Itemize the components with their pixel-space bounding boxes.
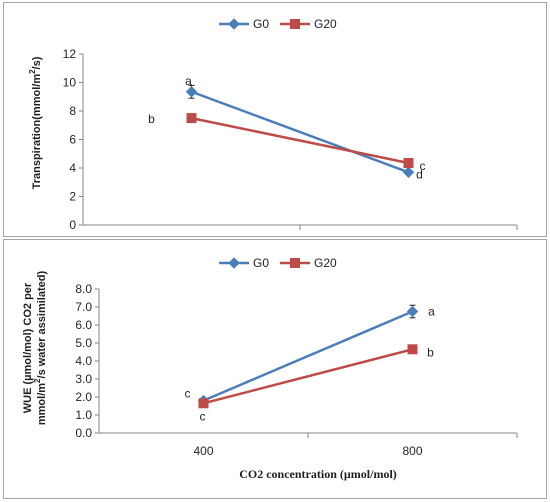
wue-x-axis-label: CO2 concentration (µmol/mol) (239, 467, 397, 481)
wue-y-tick-label: 5.0 (75, 336, 92, 350)
wue-chart: WUE (µmol/mol) CO2 per mmol/m2/s water a… (22, 256, 518, 481)
transpiration-significance-label-g20: b (148, 112, 155, 126)
wue-x-tick-label: 800 (402, 444, 422, 458)
wue-point-g0 (406, 305, 419, 318)
wue-y-tick-label: 1.0 (75, 408, 92, 422)
transpiration-legend-marker-g0 (228, 18, 240, 30)
wue-legend-label-g0: G0 (253, 256, 269, 270)
wue-series-line-g20 (203, 348, 413, 405)
transpiration-legend-label-g20: G20 (314, 17, 337, 31)
transpiration-y-tick-label: 10 (63, 76, 77, 90)
transpiration-point-g20 (186, 113, 197, 124)
wue-point-g20 (198, 398, 209, 409)
transpiration-series-line-g20 (191, 116, 409, 165)
transpiration-y-axis-label: Transpiration(mmol/m2/s) (28, 56, 43, 189)
transpiration-series-line-g0 (191, 90, 409, 174)
wue-significance-label-g20: c (200, 409, 206, 423)
transpiration-y-tick-label: 4 (69, 161, 76, 175)
wue-legend-marker-g0 (228, 257, 240, 269)
wue-significance-label-g0: c (185, 387, 191, 401)
wue-significance-label-g20: b (427, 345, 434, 359)
wue-chart-panel: WUE (µmol/mol) CO2 per mmol/m2/s water a… (3, 239, 547, 499)
wue-y-tick-label: 7.0 (75, 300, 92, 314)
transpiration-y-tick-label: 8 (69, 104, 76, 118)
wue-y-tick-label: 2.0 (75, 390, 92, 404)
transpiration-y-tick-label: 12 (63, 47, 77, 61)
transpiration-point-g0 (185, 86, 198, 98)
transpiration-y-tick-label: 6 (69, 133, 76, 147)
transpiration-significance-label-g0: d (416, 167, 423, 181)
transpiration-point-g0 (402, 166, 415, 178)
wue-y-tick-label: 0.0 (75, 426, 92, 440)
transpiration-significance-label-g20: c (420, 159, 426, 173)
wue-series-line-g0 (203, 310, 413, 402)
wue-y-tick-label: 6.0 (75, 318, 92, 332)
transpiration-legend-label-g0: G0 (253, 17, 269, 31)
wue-legend-label-g20: G20 (314, 256, 337, 270)
wue-legend-marker-g20 (290, 258, 300, 268)
transpiration-y-tick-label: 0 (69, 218, 76, 232)
wue-point-g20 (407, 344, 418, 355)
transpiration-chart-panel: Transpiration(mmol/m2/s) G0 G20 0 2 4 6 8 10 12 a… (3, 2, 547, 237)
transpiration-legend-marker-g20 (290, 19, 300, 29)
transpiration-chart: Transpiration(mmol/m2/s) G0 G20 0 2 4 6 8 10 12 a… (28, 17, 518, 232)
wue-y-tick-label: 8.0 (75, 282, 92, 296)
wue-y-axis-label-line2: mmol/m2/s water assimilated) (33, 271, 48, 426)
transpiration-point-g20 (403, 158, 414, 169)
wue-y-tick-label: 3.0 (75, 372, 92, 386)
transpiration-y-tick-label: 2 (69, 190, 76, 204)
wue-y-tick-label: 4.0 (75, 354, 92, 368)
transpiration-significance-label-g0: a (185, 74, 192, 88)
wue-x-tick-label: 400 (193, 444, 213, 458)
wue-y-axis-label-line1: WUE (µmol/mol) CO2 per (22, 282, 34, 413)
wue-significance-label-g0: a (428, 305, 435, 319)
